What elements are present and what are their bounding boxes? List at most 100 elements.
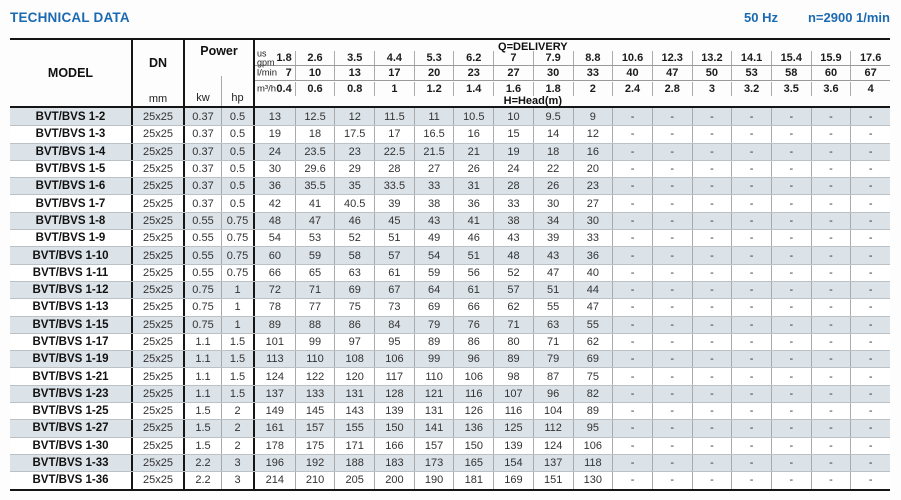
delivery-header-value: 4 <box>850 81 890 96</box>
head-cell: 169 <box>493 472 533 489</box>
model-column-header: MODEL <box>10 40 133 106</box>
head-cell: - <box>731 126 771 143</box>
kw-cell: 2.2 <box>185 454 222 472</box>
kw-cell: 0.75 <box>185 281 222 299</box>
head-cell: - <box>731 160 771 178</box>
head-cell: - <box>850 385 890 403</box>
delivery-header-value: 7.9 <box>532 51 573 65</box>
table-row: BVT/BVS 1-25 25x25 1.5 2 149 145 143 139 131 126 1… <box>10 402 890 420</box>
hp-cell: 0.75 <box>222 247 255 264</box>
head-cell: 67 <box>374 281 414 299</box>
head-cell: - <box>731 368 771 385</box>
head-cell: - <box>691 333 732 351</box>
kw-cell: 0.37 <box>185 126 222 143</box>
dn-cell: 25x25 <box>133 454 185 472</box>
delivery-header-value: 58 <box>770 66 811 80</box>
head-cell: - <box>691 420 732 437</box>
delivery-header-value: 10.6 <box>612 51 652 65</box>
hp-cell: 0.5 <box>222 160 255 178</box>
head-cell: - <box>810 230 851 247</box>
head-cell: 137 <box>265 387 285 400</box>
model-cell: BVT/BVS 1-30 <box>10 437 133 454</box>
head-cell: 181 <box>453 472 493 489</box>
head-cell: 23 <box>334 143 374 160</box>
head-cell: 35 <box>334 178 374 195</box>
head-cell: 35.5 <box>294 178 335 195</box>
head-cell: 51 <box>453 247 493 264</box>
table-row: BVT/BVS 1-4 25x25 0.37 0.5 24 23.5 23 22.5 21.5 2… <box>10 142 890 160</box>
head-cell: - <box>691 126 732 143</box>
head-cell: 117 <box>374 368 414 385</box>
head-cell: - <box>810 281 851 299</box>
kw-cell: 1.1 <box>185 333 222 351</box>
dn-cell: 25x25 <box>133 143 185 160</box>
head-cell: 121 <box>413 385 454 403</box>
head-cell: 86 <box>453 333 493 351</box>
hp-cell: 3 <box>222 472 255 489</box>
head-cell: 34 <box>532 212 573 230</box>
head-cell: 43 <box>532 247 573 264</box>
head-cell: 116 <box>453 385 493 403</box>
table-row: BVT/BVS 1-2 25x25 0.37 0.5 13 12.5 12 11.5 11 10.… <box>10 108 890 126</box>
head-cell: 46 <box>453 230 493 247</box>
model-cell: BVT/BVS 1-6 <box>10 178 133 195</box>
head-cell: - <box>651 351 692 368</box>
model-cell: BVT/BVS 1-12 <box>10 281 133 299</box>
head-cell: 45 <box>374 212 414 230</box>
kw-cell: 1.1 <box>185 368 222 385</box>
head-cell: 173 <box>413 454 454 472</box>
head-cell: - <box>731 385 771 403</box>
head-cell: - <box>651 108 692 126</box>
delivery-header-value: 8.8 <box>572 51 613 65</box>
head-cell: - <box>770 160 811 178</box>
head-cell: - <box>810 247 851 264</box>
head-cell: 10.5 <box>453 108 493 126</box>
head-cell: 124 <box>532 437 573 454</box>
model-cell: BVT/BVS 1-8 <box>10 212 133 230</box>
kw-cell: 0.37 <box>185 195 222 212</box>
dn-cell: 25x25 <box>133 230 185 247</box>
head-cell: - <box>691 454 732 472</box>
head-cell: - <box>651 368 692 385</box>
table-row: BVT/BVS 1-7 25x25 0.37 0.5 42 41 40.5 39 38 36 33 3… <box>10 194 890 212</box>
head-cell: 118 <box>572 454 613 472</box>
head-cell: 61 <box>374 264 414 281</box>
delivery-header-value: 6.2 <box>453 51 493 65</box>
delivery-header-value: 15.4 <box>770 51 811 65</box>
hp-cell: 0.5 <box>222 143 255 160</box>
model-cell: BVT/BVS 1-36 <box>10 472 133 489</box>
head-cell: - <box>810 420 851 437</box>
head-cell: 65 <box>294 264 335 281</box>
head-cell: 52 <box>334 230 374 247</box>
head-cell: - <box>612 437 652 454</box>
delivery-header-value: 3.5 <box>334 51 374 65</box>
head-cell: 66 <box>268 266 281 279</box>
head-cell: - <box>850 230 890 247</box>
kw-cell: 0.37 <box>185 178 222 195</box>
kw-cell: 0.37 <box>185 160 222 178</box>
head-cell: 120 <box>334 368 374 385</box>
dn-cell: 25x25 <box>133 108 185 126</box>
head-cell: 51 <box>532 281 573 299</box>
dn-cell: 25x25 <box>133 368 185 385</box>
page-title: TECHNICAL DATA <box>10 10 130 25</box>
head-cell: 99 <box>413 351 454 368</box>
head-cell: 72 <box>268 284 281 297</box>
head-cell: - <box>770 316 811 333</box>
head-cell: 36 <box>572 247 613 264</box>
head-cell: 69 <box>572 351 613 368</box>
head-cell: - <box>731 143 771 160</box>
head-cell: - <box>810 195 851 212</box>
head-cell: 71 <box>294 281 335 299</box>
dn-cell: 25x25 <box>133 437 185 454</box>
head-cell: 125 <box>493 420 533 437</box>
head-cell: 141 <box>413 420 454 437</box>
head-cell: 71 <box>493 316 533 333</box>
head-cell: 101 <box>265 336 285 348</box>
kw-cell: 0.75 <box>185 299 222 316</box>
head-cell: - <box>612 385 652 403</box>
table-row: BVT/BVS 1-3 25x25 0.37 0.5 19 18 17.5 17 16.5 16 1… <box>10 125 890 143</box>
table-row: BVT/BVS 1-9 25x25 0.55 0.75 54 53 52 51 49 46 43 39… <box>10 229 890 247</box>
head-cell: - <box>731 351 771 368</box>
head-cell: 51 <box>374 230 414 247</box>
